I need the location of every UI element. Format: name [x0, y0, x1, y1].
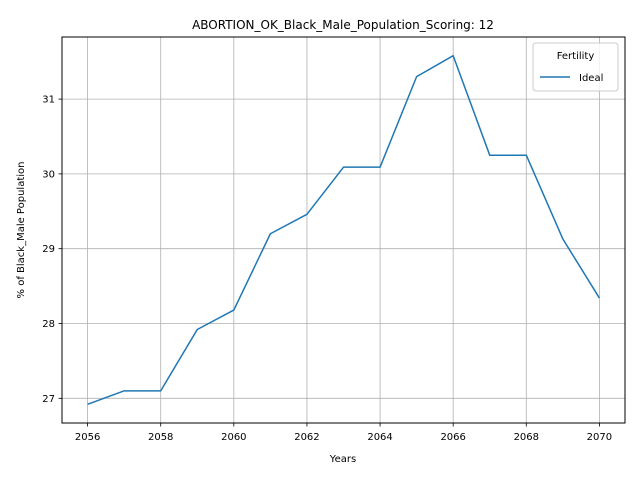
y-tick-label: 28 — [42, 319, 55, 330]
y-tick-label: 27 — [42, 394, 55, 405]
grid-lines — [62, 37, 625, 423]
y-tick-label: 31 — [42, 95, 55, 106]
x-tick-label: 2060 — [221, 432, 246, 443]
plot-frame — [61, 36, 626, 424]
y-tick-label: 30 — [42, 169, 55, 180]
x-tick-label: 2066 — [440, 432, 465, 443]
y-axis: 27 28 29 30 31 — [42, 95, 62, 405]
chart-title: ABORTION_OK_Black_Male_Population_Scorin… — [192, 18, 494, 32]
x-tick-label: 2064 — [367, 432, 392, 443]
x-tick-label: 2058 — [148, 432, 173, 443]
x-tick-label: 2068 — [514, 432, 539, 443]
x-axis-title: Years — [329, 454, 356, 465]
legend-label-ideal: Ideal — [579, 73, 603, 84]
y-axis-title: % of Black_Male Population — [16, 162, 27, 299]
legend-box — [532, 42, 619, 92]
x-axis: 2056 2058 2060 2062 2064 2066 2068 2070 — [75, 423, 612, 443]
x-tick-label: 2070 — [587, 432, 612, 443]
series-layer — [87, 54, 601, 406]
x-tick-label: 2062 — [294, 432, 319, 443]
legend-title: Fertility — [557, 51, 595, 62]
legend: Fertility Ideal — [532, 42, 619, 92]
y-tick-label: 29 — [42, 244, 55, 255]
x-tick-label: 2056 — [75, 432, 100, 443]
